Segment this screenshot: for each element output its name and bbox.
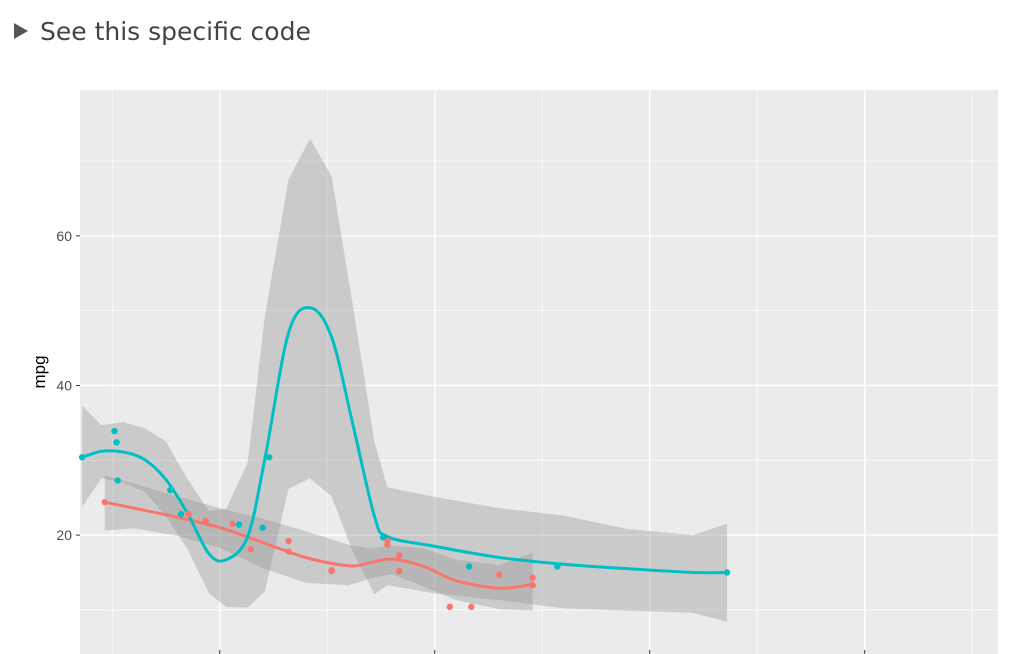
data-point: [379, 534, 387, 541]
data-point: [285, 537, 292, 545]
data-point: [229, 520, 236, 528]
confidence-ribbons: [82, 138, 728, 622]
confidence-ribbon: [82, 138, 728, 622]
y-tick-label: 60: [56, 228, 72, 244]
grid-lines: [80, 90, 998, 654]
data-point: [235, 521, 243, 528]
data-point: [554, 563, 561, 570]
axes: 20 40 60: [56, 228, 866, 654]
disclosure-label: See this specific code: [40, 16, 311, 46]
plot-panel: [80, 90, 998, 654]
data-point: [396, 552, 403, 559]
confidence-ribbon: [104, 475, 533, 611]
data-point: [185, 510, 192, 518]
data-points: [78, 427, 731, 611]
data-point: [114, 477, 121, 484]
data-point: [265, 454, 273, 461]
data-point: [328, 567, 335, 575]
data-point: [259, 524, 266, 531]
data-point: [111, 427, 118, 435]
data-point: [78, 454, 86, 461]
data-point: [396, 567, 403, 575]
data-point: [529, 581, 536, 589]
code-disclosure-toggle[interactable]: See this specific code: [14, 14, 311, 48]
smooth-lines: [80, 306, 729, 590]
data-point: [113, 439, 120, 446]
data-point: [247, 546, 255, 553]
data-point: [529, 574, 536, 581]
smooth-line: [80, 306, 729, 575]
data-point: [101, 498, 108, 506]
y-tick-label: 20: [56, 527, 72, 543]
y-tick-label: 40: [56, 377, 72, 393]
data-point: [446, 603, 453, 611]
smooth-line: [103, 500, 535, 590]
data-point: [723, 569, 731, 576]
data-point: [384, 541, 391, 548]
data-point: [465, 563, 473, 570]
disclosure-triangle-icon: [14, 23, 28, 39]
data-point: [496, 571, 503, 578]
data-point: [177, 510, 185, 518]
data-point: [202, 517, 209, 525]
data-point: [285, 548, 292, 555]
y-axis-title: mpg: [30, 355, 49, 388]
data-point: [167, 486, 174, 494]
data-point: [468, 603, 475, 611]
